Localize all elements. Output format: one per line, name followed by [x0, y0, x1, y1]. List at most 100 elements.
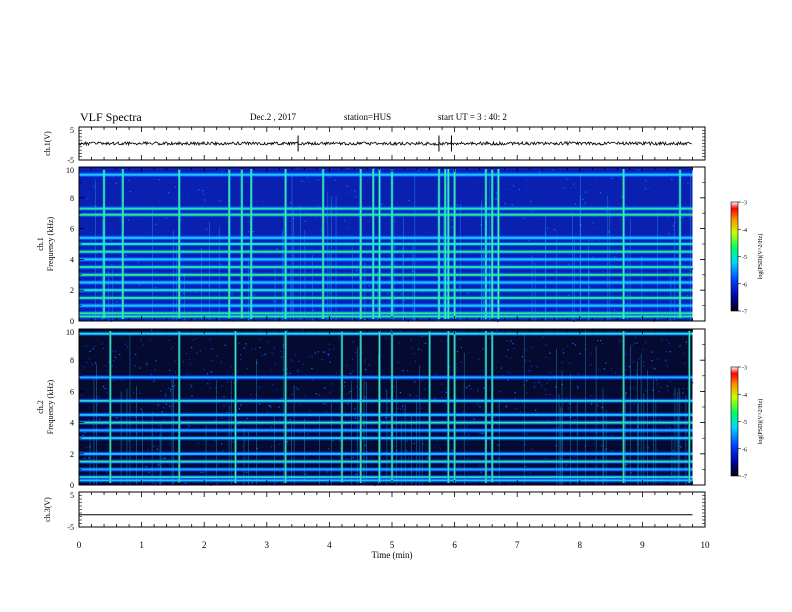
frequency-band	[79, 468, 693, 471]
noise-speck	[326, 187, 328, 189]
burst-core	[485, 169, 487, 319]
noise-speck	[181, 301, 183, 304]
noise-speck	[174, 371, 177, 373]
noise-speck	[587, 271, 589, 274]
noise-speck	[531, 346, 534, 348]
noise-speck	[406, 450, 408, 452]
noise-speck	[266, 180, 268, 182]
noise-speck	[261, 354, 264, 356]
noise-speck	[434, 168, 436, 170]
burst-faint	[603, 415, 604, 485]
noise-speck	[140, 338, 142, 341]
burst-core	[444, 169, 446, 319]
noise-speck	[625, 392, 627, 394]
noise-speck	[422, 426, 424, 428]
noise-speck	[541, 217, 543, 219]
noise-speck	[600, 339, 602, 342]
burst-faint	[393, 214, 395, 321]
colorbar-tick-label: -4	[742, 228, 747, 234]
x-tick-label: 5	[390, 540, 395, 550]
noise-speck	[355, 307, 357, 309]
noise-speck	[590, 364, 592, 366]
noise-speck	[244, 440, 247, 442]
noise-speck	[325, 411, 327, 413]
noise-speck	[304, 395, 306, 397]
colorbars: -3 -4 -5 -6 -7 log(PSD)(V^2/Hz) -3 -4 -5 -6 -7 log(…	[730, 201, 764, 481]
noise-speck	[221, 417, 223, 419]
noise-speck	[526, 392, 528, 394]
noise-speck	[126, 195, 128, 198]
noise-speck	[676, 424, 678, 426]
noise-speck	[263, 171, 265, 173]
burst-faint	[558, 394, 560, 485]
noise-speck	[238, 342, 240, 344]
frequency-band	[79, 399, 693, 402]
noise-speck	[477, 390, 479, 392]
noise-speck	[579, 353, 581, 355]
noise-speck	[175, 186, 177, 188]
noise-speck	[618, 339, 620, 341]
noise-speck	[99, 418, 101, 420]
noise-speck	[584, 202, 586, 204]
y-tick-label: 5	[70, 126, 74, 135]
noise-speck	[421, 379, 423, 381]
noise-speck	[450, 455, 453, 458]
noise-speck	[96, 404, 98, 406]
noise-speck	[501, 293, 504, 295]
noise-speck	[356, 386, 358, 388]
noise-speck	[211, 371, 214, 373]
burst-faint	[640, 353, 642, 485]
noise-speck	[182, 240, 184, 242]
burst-faint	[595, 346, 597, 485]
colorbar	[730, 201, 739, 312]
noise-speck	[194, 291, 196, 294]
noise-speck	[354, 408, 356, 410]
noise-speck	[456, 367, 458, 369]
noise-speck	[174, 360, 176, 362]
noise-speck	[456, 204, 458, 206]
y-tick-label: 2	[70, 286, 74, 295]
colorbar-tick-label: -6	[742, 447, 747, 453]
noise-speck	[209, 387, 211, 389]
noise-speck	[590, 233, 592, 235]
noise-speck	[505, 356, 508, 358]
burst-faint	[588, 245, 589, 321]
noise-speck	[656, 383, 659, 385]
noise-speck	[382, 168, 384, 170]
noise-speck	[566, 178, 568, 180]
noise-speck	[89, 446, 91, 448]
noise-speck	[327, 471, 329, 473]
noise-speck	[559, 224, 561, 226]
noise-speck	[317, 205, 319, 207]
noise-speck	[446, 403, 448, 405]
noise-speck	[111, 169, 113, 171]
spectrogram-ch2-panel: 0 2 4 6 8 10 ch.2 Frequency (kHz)	[36, 328, 706, 490]
noise-speck	[555, 386, 557, 388]
noise-speck	[661, 339, 663, 341]
noise-speck	[146, 176, 148, 178]
x-tick-label: 0	[77, 540, 82, 550]
noise-speck	[529, 369, 531, 372]
noise-speck	[166, 217, 168, 219]
noise-speck	[203, 193, 205, 195]
burst-faint	[291, 174, 293, 321]
colorbar-tick-label: -7	[742, 475, 747, 481]
noise-speck	[156, 465, 158, 467]
noise-speck	[464, 181, 466, 183]
y-tick-label: -5	[67, 156, 74, 165]
noise-speck	[207, 292, 209, 294]
noise-speck	[649, 416, 652, 418]
noise-speck	[351, 277, 353, 279]
noise-speck	[280, 196, 282, 198]
plot-title: VLF Spectra	[80, 110, 142, 124]
burst-faint	[377, 271, 378, 321]
noise-speck	[213, 203, 215, 205]
noise-speck	[545, 356, 547, 358]
noise-speck	[416, 395, 418, 397]
noise-speck	[637, 169, 639, 171]
noise-speck	[191, 395, 193, 397]
burst-faint	[481, 199, 483, 321]
noise-speck	[445, 391, 447, 393]
noise-speck	[593, 443, 595, 445]
noise-speck	[271, 369, 273, 371]
